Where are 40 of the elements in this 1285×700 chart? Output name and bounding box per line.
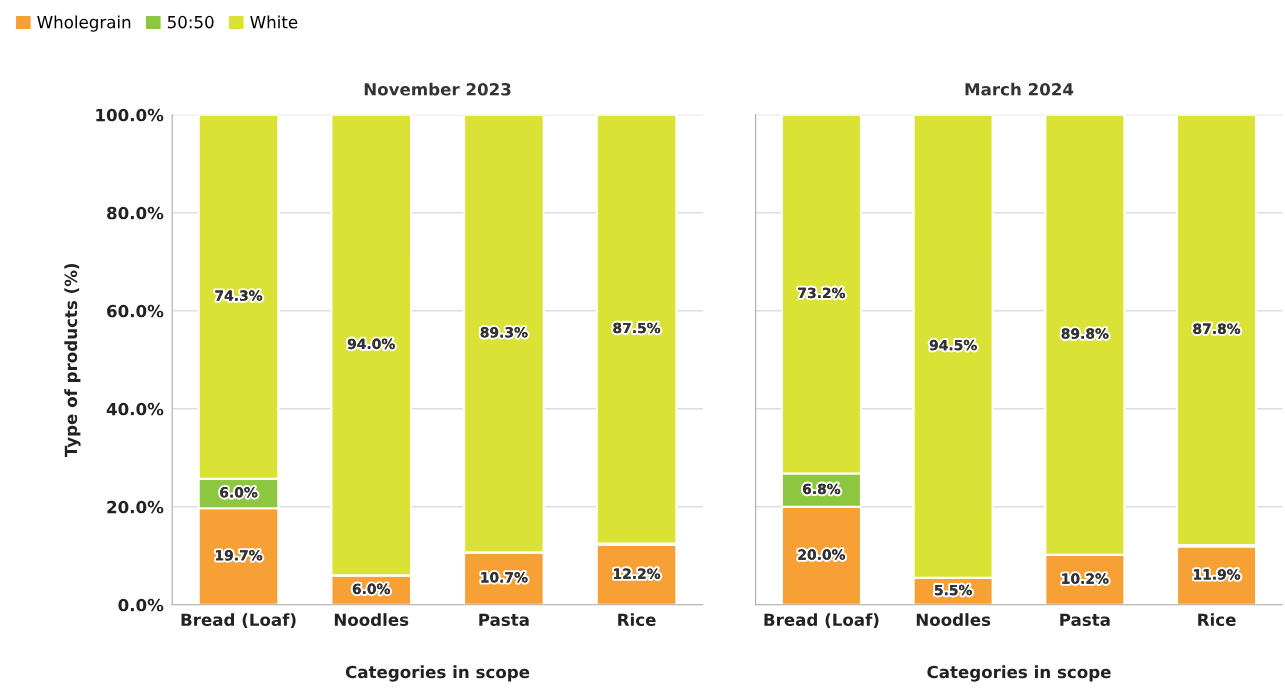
- x-axis-title: Categories in scope: [345, 665, 530, 682]
- data-label: 87.8%: [1193, 323, 1241, 334]
- y-tick-label: 20.0%: [107, 500, 164, 514]
- data-label: 20.0%: [798, 549, 846, 560]
- data-label: 73.2%: [798, 287, 846, 299]
- data-label: 6.0%: [352, 583, 391, 595]
- data-label: 6.0%: [220, 487, 258, 498]
- legend-label: White: [250, 15, 298, 29]
- data-label: 10.2%: [1062, 573, 1109, 584]
- x-tick-label: Noodles: [334, 613, 409, 627]
- data-label: 94.0%: [347, 338, 395, 350]
- chart-title: March 2024: [965, 82, 1074, 96]
- x-tick-label: Rice: [618, 613, 656, 627]
- legend-label: 50:50: [167, 15, 214, 29]
- legend-label: Wholegrain: [37, 15, 131, 32]
- x-tick-label: Pasta: [1060, 613, 1110, 627]
- x-tick-label: Pasta: [479, 613, 529, 627]
- data-label: 11.9%: [1194, 569, 1241, 580]
- chart-title: November 2023: [364, 82, 511, 96]
- y-axis-title: Type of products (%): [64, 263, 81, 458]
- x-tick-label: Bread (Loaf): [181, 613, 296, 628]
- y-tick-label: 0.0%: [118, 598, 164, 612]
- data-label: 12.2%: [614, 568, 661, 579]
- data-label: 87.5%: [613, 322, 661, 334]
- y-tick-label: 60.0%: [107, 304, 164, 318]
- x-tick-label: Noodles: [916, 613, 991, 627]
- data-label: 94.5%: [929, 339, 977, 351]
- y-tick-label: 40.0%: [106, 402, 164, 416]
- y-tick-label: 80.0%: [107, 206, 164, 220]
- y-tick-label: 100.0%: [96, 108, 164, 122]
- data-label: 19.7%: [216, 550, 263, 561]
- data-label: 89.8%: [1061, 328, 1109, 339]
- data-label: 6.8%: [803, 483, 841, 495]
- data-label: 74.3%: [215, 290, 263, 301]
- x-axis-title: Categories in scope: [927, 665, 1111, 682]
- x-tick-label: Bread (Loaf): [764, 613, 879, 628]
- data-label: 10.7%: [481, 572, 528, 583]
- x-tick-label: Rice: [1198, 613, 1236, 627]
- data-label: 5.5%: [934, 584, 972, 596]
- data-label: 89.3%: [480, 327, 528, 338]
